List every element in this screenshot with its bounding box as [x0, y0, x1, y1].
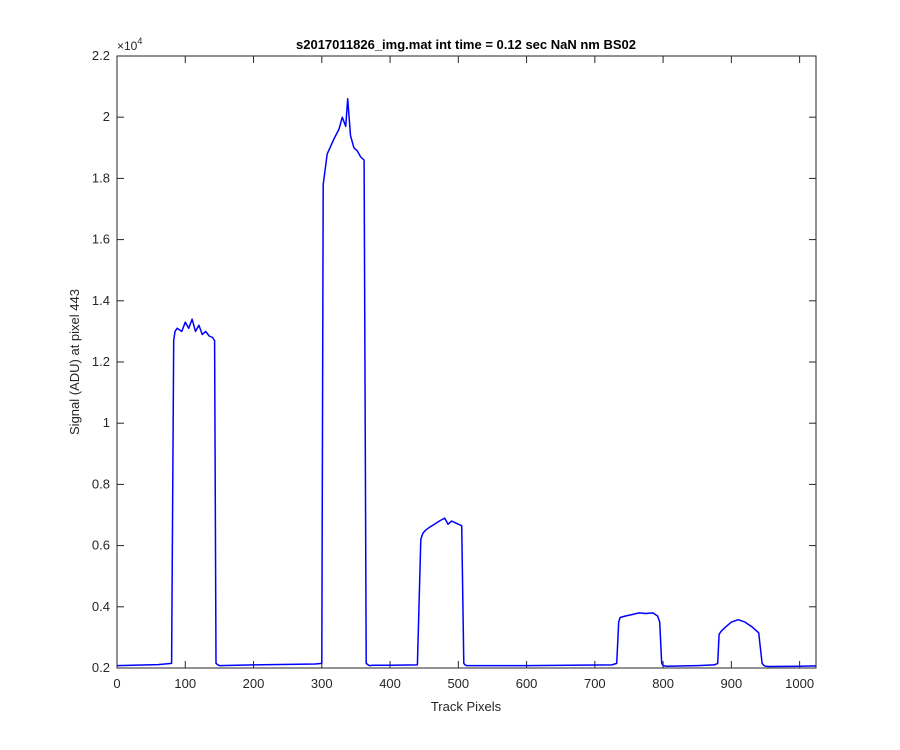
- y-tick-label: 0.8: [92, 476, 110, 491]
- y-tick-label: 0.6: [92, 538, 110, 553]
- x-tick-label: 100: [174, 676, 196, 691]
- y-tick-label: 1.8: [92, 170, 110, 185]
- y-tick-label: 2.2: [92, 48, 110, 63]
- y-axis-label: Signal (ADU) at pixel 443: [67, 289, 82, 435]
- x-tick-label: 0: [113, 676, 120, 691]
- y-tick-label: 0.2: [92, 660, 110, 675]
- y-tick-label: 1.2: [92, 354, 110, 369]
- y-tick-label: 0.4: [92, 599, 110, 614]
- series-line: [116, 98, 817, 668]
- x-tick-label: 300: [311, 676, 333, 691]
- chart-title: s2017011826_img.mat int time = 0.12 sec …: [296, 37, 636, 52]
- axes-frame: [116, 55, 817, 669]
- x-tick-label: 600: [516, 676, 538, 691]
- tick-marks: [116, 55, 816, 669]
- y-tick-labels: 0.2 0.4 0.6 0.8 1 1.2 1.4 1.6 1.8 2 2.2: [92, 48, 110, 675]
- axes: [116, 55, 817, 669]
- y-tick-label: 2: [103, 109, 110, 124]
- x-tick-label: 700: [584, 676, 606, 691]
- x-tick-label: 800: [652, 676, 674, 691]
- y-exponent-label: ×104: [117, 36, 142, 53]
- y-tick-label: 1: [103, 415, 110, 430]
- x-tick-label: 1000: [785, 676, 814, 691]
- x-tick-label: 500: [447, 676, 469, 691]
- series-layer: [116, 98, 817, 668]
- x-axis-label: Track Pixels: [431, 699, 502, 714]
- y-tick-label: 1.6: [92, 232, 110, 247]
- x-tick-label: 400: [379, 676, 401, 691]
- x-tick-label: 200: [243, 676, 265, 691]
- x-tick-labels: 0 100 200 300 400 500 600 700 800 900 1000: [113, 676, 814, 691]
- x-tick-label: 900: [721, 676, 743, 691]
- y-tick-label: 1.4: [92, 293, 110, 308]
